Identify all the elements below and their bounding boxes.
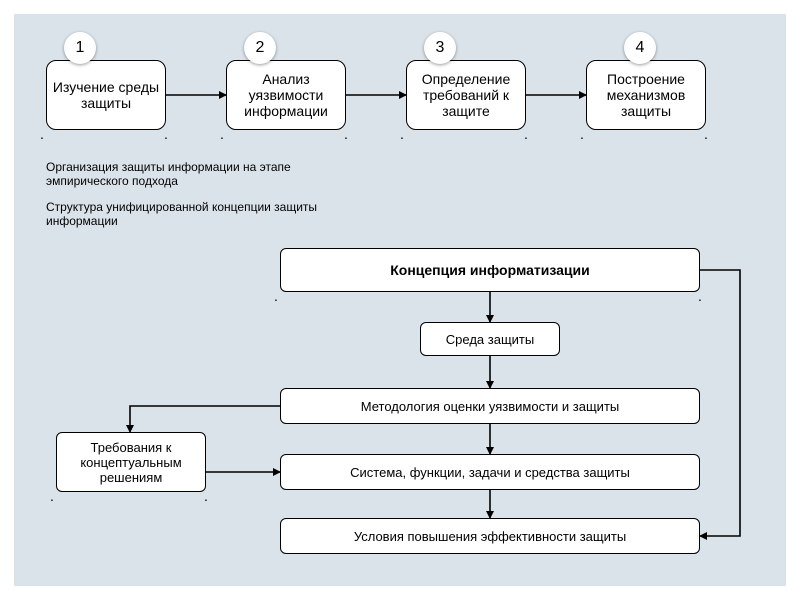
step-box-4: Построение механизмов защиты <box>586 60 706 130</box>
concept-node-root: Концепция информатизации <box>280 248 700 292</box>
step-label: Построение механизмов защиты <box>591 71 701 119</box>
corner-dot: . <box>704 126 708 142</box>
step-badge-number: 3 <box>436 39 445 57</box>
corner-dot: . <box>220 126 224 142</box>
corner-dot: . <box>400 126 404 142</box>
diagram-stage: Изучение среды защиты.. 1 Анализ уязвимост… <box>0 0 800 600</box>
corner-dot: . <box>580 126 584 142</box>
caption-2: Структура унифицированной концепции защи… <box>46 200 346 228</box>
concept-node-label: Среда защиты <box>446 332 534 347</box>
step-box-3: Определение требований к защите <box>406 60 526 130</box>
concept-node-cond: Условия повышения эффективности защиты <box>280 518 700 554</box>
step-label: Анализ уязвимости информации <box>231 71 341 119</box>
step-label: Изучение среды защиты <box>51 79 161 111</box>
concept-node-label: Концепция информатизации <box>390 262 590 278</box>
corner-dot: . <box>344 126 348 142</box>
concept-node-system: Система, функции, задачи и средства защи… <box>280 454 700 490</box>
corner-dot: . <box>698 288 702 304</box>
corner-dot: . <box>204 488 208 504</box>
step-badge-2: 2 <box>244 32 276 64</box>
corner-dot: . <box>50 488 54 504</box>
step-badge-number: 1 <box>76 39 85 57</box>
concept-node-method: Методология оценки уязвимости и защиты <box>280 388 700 424</box>
concept-node-label: Требования к концептуальным решениям <box>61 440 201 485</box>
concept-node-env: Среда защиты <box>420 322 560 356</box>
step-label: Определение требований к защите <box>411 71 521 119</box>
step-badge-number: 2 <box>256 39 265 57</box>
corner-dot: . <box>164 126 168 142</box>
step-badge-1: 1 <box>64 32 96 64</box>
step-box-2: Анализ уязвимости информации <box>226 60 346 130</box>
caption-text: Организация защиты информации на этапе э… <box>46 160 291 188</box>
concept-node-label: Система, функции, задачи и средства защи… <box>350 465 630 480</box>
corner-dot: . <box>274 288 278 304</box>
corner-dot: . <box>40 126 44 142</box>
step-badge-number: 4 <box>636 39 645 57</box>
caption-1: Организация защиты информации на этапе э… <box>46 160 346 188</box>
step-box-1: Изучение среды защиты <box>46 60 166 130</box>
step-badge-3: 3 <box>424 32 456 64</box>
caption-text: Структура унифицированной концепции защи… <box>46 200 317 228</box>
corner-dot: . <box>524 126 528 142</box>
step-badge-4: 4 <box>624 32 656 64</box>
concept-node-label: Условия повышения эффективности защиты <box>354 529 626 544</box>
concept-node-label: Методология оценки уязвимости и защиты <box>361 399 620 414</box>
concept-node-req: Требования к концептуальным решениям <box>56 432 206 492</box>
